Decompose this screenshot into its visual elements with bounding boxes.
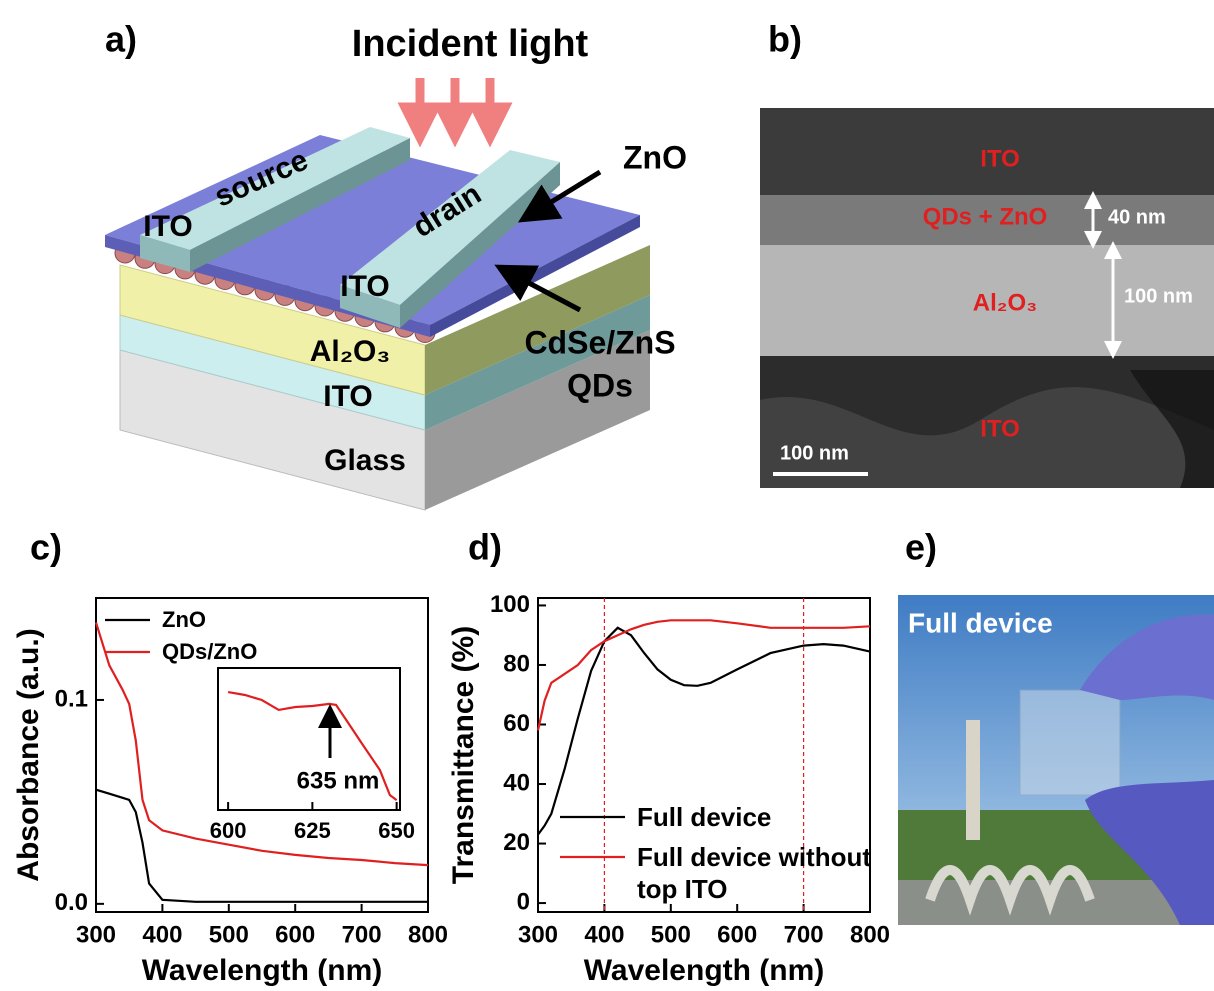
drain-front: [340, 285, 400, 328]
tem-label: ITO: [980, 415, 1020, 442]
data-line: [94, 622, 429, 867]
annotation: 635 nm: [297, 767, 380, 794]
tem-label: Al₂O₃: [973, 289, 1037, 316]
source-front: [140, 235, 190, 272]
x-tick-label: 600: [210, 818, 247, 843]
photo-tower: [966, 720, 980, 840]
photo-device: [1019, 689, 1121, 796]
layer-label: ITO: [143, 210, 192, 243]
incident-light: Incident light: [352, 23, 589, 65]
ito-side: [425, 295, 650, 430]
x-tick-label: 500: [651, 921, 691, 948]
data-line: [95, 788, 428, 903]
layer-label: QDs: [567, 367, 633, 403]
x-tick-label: 800: [850, 921, 890, 948]
tem-label: ITO: [980, 145, 1020, 172]
photo-caption: Full device: [908, 607, 1053, 638]
data-line: [536, 619, 871, 731]
panel-a: a) Incident light ITO source drain ITO Z…: [105, 19, 687, 511]
photo-glove: [1080, 614, 1214, 700]
data-line: [227, 691, 398, 801]
panel-e: e) Full device: [898, 527, 1214, 925]
tem-texture: [760, 387, 1214, 488]
legend-label: ZnO: [162, 607, 206, 632]
x-axis-title: Wavelength (nm): [584, 954, 825, 987]
x-tick-label: 650: [378, 818, 415, 843]
glass-side: [425, 330, 650, 510]
y-tick-label: 0: [517, 888, 530, 915]
y-tick-label: 100: [490, 591, 530, 618]
legend-label: QDs/ZnO: [162, 639, 258, 664]
y-tick-label: 0.1: [55, 685, 88, 712]
layer-label: ITO: [340, 270, 389, 303]
y-tick-label: 60: [503, 710, 530, 737]
x-tick-label: 500: [209, 921, 249, 948]
photo-glove: [1085, 780, 1214, 925]
x-tick-label: 600: [275, 921, 315, 948]
al2o3-side: [425, 245, 650, 395]
plot-frame: [217, 667, 401, 811]
layer-label: CdSe/ZnS: [524, 324, 675, 360]
y-tick-label: 0.0: [55, 889, 88, 916]
tem-al2o3: [760, 245, 1214, 358]
tem-label: QDs + ZnO: [923, 203, 1048, 230]
photo-arches: [925, 865, 1095, 916]
legend-label: Full device: [637, 802, 772, 832]
x-tick-label: 400: [142, 921, 182, 948]
plot-frame: [537, 597, 871, 913]
scale-label: 100 nm: [780, 442, 849, 464]
data-line: [537, 626, 871, 836]
plot-frame: [95, 597, 429, 913]
y-axis-title: Absorbance (a.u.): [12, 628, 45, 881]
pointer-arrow: [494, 264, 582, 313]
source-top: [140, 127, 410, 250]
panel-label: c): [30, 527, 62, 568]
tem-qd-layer: [760, 195, 1214, 247]
layer-label: ITO: [323, 380, 372, 413]
tem-ito-top: [760, 108, 1214, 200]
x-tick-label: 400: [584, 921, 624, 948]
drain-top: [340, 150, 560, 305]
x-tick-label: 625: [294, 818, 331, 843]
x-axis-title: Wavelength (nm): [142, 954, 383, 987]
thickness-label: 40 nm: [1108, 206, 1166, 228]
x-tick-label: 700: [784, 921, 824, 948]
y-tick-label: 20: [503, 829, 530, 856]
y-tick-label: 40: [503, 769, 530, 796]
legend-label: Full device without top ITO: [637, 842, 872, 904]
x-tick-label: 300: [518, 921, 558, 948]
x-tick-label: 300: [76, 921, 116, 948]
x-tick-label: 700: [342, 921, 382, 948]
y-tick-label: 80: [503, 650, 530, 677]
panel-label: e): [905, 527, 937, 568]
layer-label: ZnO: [623, 139, 687, 175]
panel-label: d): [468, 527, 502, 568]
pointer-arrow: [517, 169, 602, 223]
y-axis-title: Transmittance (%): [447, 626, 480, 884]
layer-label: Glass: [324, 444, 406, 477]
x-tick-label: 800: [408, 921, 448, 948]
tem-texture: [1130, 370, 1214, 488]
panel-b: b) ITO QDs + ZnO Al₂O₃ ITO 40 nm 100 nm …: [760, 19, 1214, 488]
layer-label: Al₂O₃: [310, 335, 391, 368]
panel-label: a): [105, 19, 137, 60]
panel-label: b): [768, 19, 802, 60]
source-side: [190, 138, 410, 272]
thickness-label: 100 nm: [1124, 285, 1193, 307]
x-tick-label: 600: [717, 921, 757, 948]
